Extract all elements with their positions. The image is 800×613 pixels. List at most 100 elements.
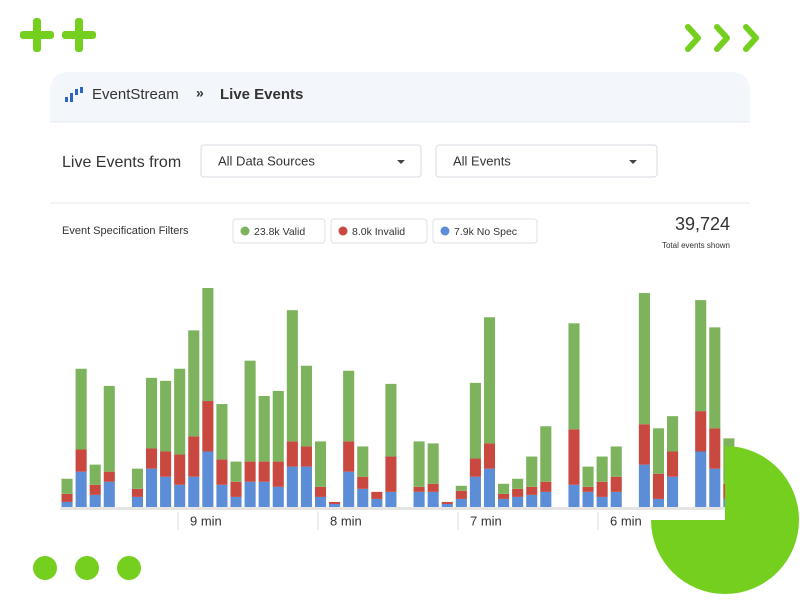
bar-segment bbox=[286, 466, 298, 507]
bar-segment bbox=[244, 360, 256, 462]
filters-label: Event Specification Filters bbox=[62, 225, 189, 237]
bar-segment bbox=[174, 454, 186, 485]
chip-label: 7.9k No Spec bbox=[454, 226, 517, 238]
bar-segment bbox=[469, 476, 481, 507]
bar-segment bbox=[498, 483, 510, 494]
controls-label: Live Events from bbox=[62, 154, 181, 171]
bar-segment bbox=[244, 481, 256, 507]
bar-segment bbox=[258, 461, 270, 482]
bar-segment bbox=[455, 485, 467, 491]
bar-segment bbox=[314, 496, 327, 507]
bar-segment bbox=[188, 476, 200, 507]
bar-segment bbox=[230, 496, 242, 507]
header-bar bbox=[50, 72, 750, 122]
bar-segment bbox=[498, 493, 510, 499]
bar-segment bbox=[568, 323, 580, 430]
filter-chip[interactable] bbox=[330, 218, 428, 244]
bar-segment bbox=[413, 441, 425, 487]
bar-segment bbox=[540, 491, 552, 507]
events-dropdown-text: All Events bbox=[453, 153, 511, 168]
bar-segment bbox=[695, 300, 707, 412]
bar-segment bbox=[329, 503, 341, 507]
bar-segment bbox=[160, 476, 172, 507]
bar-segment bbox=[441, 501, 453, 504]
baseline bbox=[60, 507, 740, 510]
bar-segment bbox=[75, 368, 87, 450]
bar-segment bbox=[512, 496, 524, 507]
breadcrumb-separator: » bbox=[196, 85, 204, 101]
bar-segment bbox=[568, 484, 580, 507]
bar-segment bbox=[385, 456, 397, 492]
bar-segment bbox=[498, 498, 510, 507]
chip-dot bbox=[440, 226, 450, 236]
bar-segment bbox=[371, 491, 383, 499]
bar-segment bbox=[174, 368, 186, 455]
bar-segment bbox=[385, 383, 397, 457]
bar-segment bbox=[145, 468, 158, 507]
bar-segment bbox=[526, 494, 538, 507]
bar-segment bbox=[540, 481, 552, 492]
bar-segment bbox=[469, 458, 481, 477]
bar-segment bbox=[188, 436, 200, 477]
dots-decoration bbox=[33, 556, 141, 580]
bar-segment bbox=[188, 330, 200, 437]
bar-segment bbox=[455, 498, 467, 507]
bar-segment bbox=[582, 486, 594, 492]
total-label: Total events shown bbox=[662, 241, 730, 250]
chart: 9 min 8 min 7 min 6 min bbox=[60, 288, 749, 530]
source-dropdown-text: All Data Sources bbox=[218, 153, 315, 168]
events-dropdown[interactable] bbox=[435, 144, 658, 178]
pie-decoration bbox=[651, 446, 799, 594]
bar-segment bbox=[314, 441, 327, 487]
bar-segment bbox=[202, 451, 214, 507]
bar-segment bbox=[145, 448, 158, 469]
bar-segment bbox=[427, 483, 439, 492]
x-label: 8 min bbox=[330, 513, 362, 528]
bar-segment bbox=[75, 449, 87, 472]
bar-segment bbox=[343, 370, 355, 442]
bar-segment bbox=[469, 382, 481, 459]
bar-segment bbox=[427, 491, 439, 507]
bar-segment bbox=[582, 466, 594, 487]
bar-segment bbox=[286, 441, 298, 467]
bar-segment bbox=[568, 429, 580, 485]
bar-segment bbox=[244, 461, 256, 482]
chip-dot bbox=[338, 226, 348, 236]
bar-segment bbox=[638, 293, 650, 425]
bar-segment bbox=[300, 446, 312, 467]
filter-chip[interactable] bbox=[432, 218, 538, 244]
bar-segment bbox=[216, 459, 228, 485]
bar-segment bbox=[667, 451, 679, 477]
bar-segment bbox=[75, 471, 87, 507]
bar-segment bbox=[540, 426, 552, 482]
bar-segment bbox=[61, 478, 73, 494]
bar-segment bbox=[131, 468, 143, 489]
bar-segment bbox=[610, 476, 622, 492]
bar-segment bbox=[272, 461, 284, 487]
bar-segment bbox=[638, 424, 650, 465]
dropdown-caret bbox=[629, 160, 637, 164]
app-icon bbox=[65, 87, 83, 102]
breadcrumb-app[interactable]: EventStream bbox=[92, 86, 179, 103]
bar-segment bbox=[89, 494, 101, 507]
bar-segment bbox=[103, 385, 115, 472]
x-label: 9 min bbox=[190, 513, 222, 528]
bar-segment bbox=[652, 428, 665, 474]
bar-segment bbox=[160, 380, 172, 452]
filter-chip[interactable] bbox=[232, 218, 326, 244]
bar-segment bbox=[483, 317, 496, 444]
bar-segment bbox=[709, 468, 721, 507]
bar-segment bbox=[202, 288, 214, 402]
bar-segment bbox=[512, 478, 524, 489]
bar-segment bbox=[427, 443, 439, 484]
bar-segment bbox=[385, 491, 397, 507]
bar-segment bbox=[258, 395, 270, 462]
bar-segment bbox=[103, 481, 115, 507]
chip-label: 8.0k Invalid bbox=[352, 226, 405, 238]
total-count: 39,724 bbox=[675, 214, 730, 234]
bar-segment bbox=[667, 416, 679, 452]
bar-segment bbox=[61, 493, 73, 502]
source-dropdown[interactable] bbox=[200, 144, 422, 178]
